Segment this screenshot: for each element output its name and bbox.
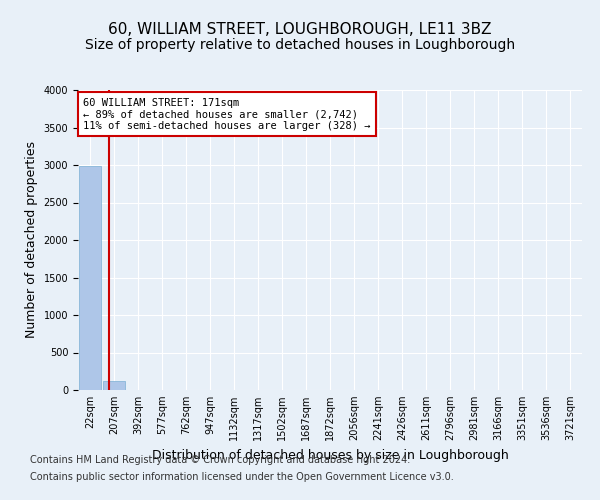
Text: Contains public sector information licensed under the Open Government Licence v3: Contains public sector information licen… xyxy=(30,472,454,482)
X-axis label: Distribution of detached houses by size in Loughborough: Distribution of detached houses by size … xyxy=(152,448,508,462)
Text: 60 WILLIAM STREET: 171sqm
← 89% of detached houses are smaller (2,742)
11% of se: 60 WILLIAM STREET: 171sqm ← 89% of detac… xyxy=(83,98,371,130)
Text: 60, WILLIAM STREET, LOUGHBOROUGH, LE11 3BZ: 60, WILLIAM STREET, LOUGHBOROUGH, LE11 3… xyxy=(108,22,492,38)
Text: Size of property relative to detached houses in Loughborough: Size of property relative to detached ho… xyxy=(85,38,515,52)
Y-axis label: Number of detached properties: Number of detached properties xyxy=(25,142,38,338)
Bar xyxy=(103,380,125,390)
Text: Contains HM Land Registry data © Crown copyright and database right 2024.: Contains HM Land Registry data © Crown c… xyxy=(30,455,410,465)
Bar xyxy=(79,166,101,390)
